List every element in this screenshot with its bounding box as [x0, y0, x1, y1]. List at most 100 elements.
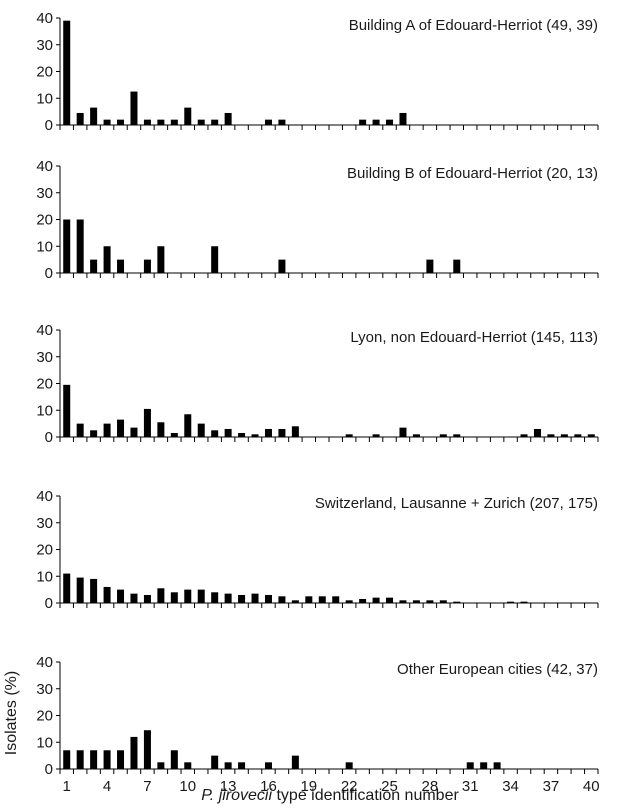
bar: [224, 593, 232, 603]
bar: [76, 219, 84, 273]
y-tick-label: 0: [45, 595, 53, 612]
bar: [426, 259, 434, 273]
bar: [143, 730, 151, 769]
bar: [291, 600, 299, 603]
chart-panel-5: 0 10 20 30 40 Other European cities (42, 37) 1…: [36, 654, 599, 795]
bar: [574, 434, 582, 437]
bar: [170, 432, 178, 437]
bar: [359, 119, 367, 125]
bar: [466, 762, 474, 769]
bar: [170, 750, 178, 769]
y-tick-label: 10: [36, 734, 53, 751]
y-tick-label: 40: [36, 322, 53, 339]
bar: [76, 112, 84, 125]
bar: [117, 119, 125, 125]
bar: [63, 219, 71, 273]
bar: [439, 434, 447, 437]
bar: [520, 601, 528, 603]
bar: [291, 426, 299, 437]
bar: [453, 259, 461, 273]
chart-panel-4: 0 10 20 30 40 Switzerland, Lausanne + Zurich …: [36, 488, 599, 612]
y-tick-label: 30: [36, 681, 53, 698]
bar: [372, 597, 380, 603]
bar: [439, 600, 447, 603]
y-tick-label: 10: [36, 402, 53, 419]
bar: [184, 414, 192, 437]
bar: [130, 736, 138, 769]
x-tick-label: 19: [300, 778, 317, 795]
y-tick-label: 10: [36, 90, 53, 107]
bar: [480, 762, 488, 769]
bar: [372, 119, 380, 125]
bar: [197, 119, 205, 125]
bar: [90, 107, 98, 125]
bar: [63, 384, 71, 437]
y-tick-label: 20: [36, 212, 53, 229]
bar: [76, 750, 84, 769]
bar: [63, 750, 71, 769]
bar: [90, 259, 98, 273]
bar: [386, 119, 394, 125]
bar: [493, 762, 501, 769]
x-tick-label: 28: [422, 778, 439, 795]
bar: [143, 119, 151, 125]
x-tick-label: 1: [63, 778, 71, 795]
bar: [547, 434, 555, 437]
bar: [117, 419, 125, 437]
x-tick-label: 10: [179, 778, 196, 795]
y-tick-label: 20: [36, 64, 53, 81]
bar: [224, 428, 232, 437]
x-tick-label: 22: [341, 778, 358, 795]
bar: [63, 573, 71, 603]
bar: [238, 432, 246, 437]
bar: [103, 586, 111, 603]
bar: [63, 20, 71, 125]
bar: [278, 596, 286, 603]
bar: [130, 593, 138, 603]
bar: [157, 422, 165, 437]
bar: [332, 596, 340, 603]
y-tick-label: 20: [36, 376, 53, 393]
y-tick-label: 0: [45, 429, 53, 446]
bar: [399, 600, 407, 603]
bar: [426, 600, 434, 603]
bar: [533, 428, 541, 437]
bar: [399, 112, 407, 125]
x-tick-label: 7: [143, 778, 151, 795]
bar: [103, 246, 111, 273]
bar: [587, 434, 595, 437]
x-tick-label: 16: [260, 778, 277, 795]
chart-panel-2: 0 10 20 30 40 Building B of Edouard-Herriot (…: [36, 158, 599, 282]
bar: [184, 762, 192, 769]
bar: [264, 762, 272, 769]
y-tick-label: 0: [45, 265, 53, 282]
y-tick-label: 20: [36, 708, 53, 725]
bar: [238, 594, 246, 603]
y-tick-label: 20: [36, 542, 53, 559]
bar: [372, 434, 380, 437]
bar: [345, 600, 353, 603]
y-tick-label: 40: [36, 158, 53, 175]
bar: [143, 408, 151, 437]
y-axis-label: Isolates (%): [3, 671, 20, 755]
bar: [157, 119, 165, 125]
bar: [157, 762, 165, 769]
bar: [211, 755, 219, 769]
bar: [318, 596, 326, 603]
bar: [157, 588, 165, 603]
bar: [291, 755, 299, 769]
bar: [453, 601, 461, 603]
bar: [560, 434, 568, 437]
bar: [117, 259, 125, 273]
bar: [345, 762, 353, 769]
bar: [278, 259, 286, 273]
y-tick-label: 40: [36, 10, 53, 27]
x-tick-label: 31: [462, 778, 479, 795]
bar: [170, 592, 178, 603]
y-tick-label: 30: [36, 515, 53, 532]
x-tick-label: 4: [103, 778, 111, 795]
bar: [345, 434, 353, 437]
bar: [103, 423, 111, 437]
